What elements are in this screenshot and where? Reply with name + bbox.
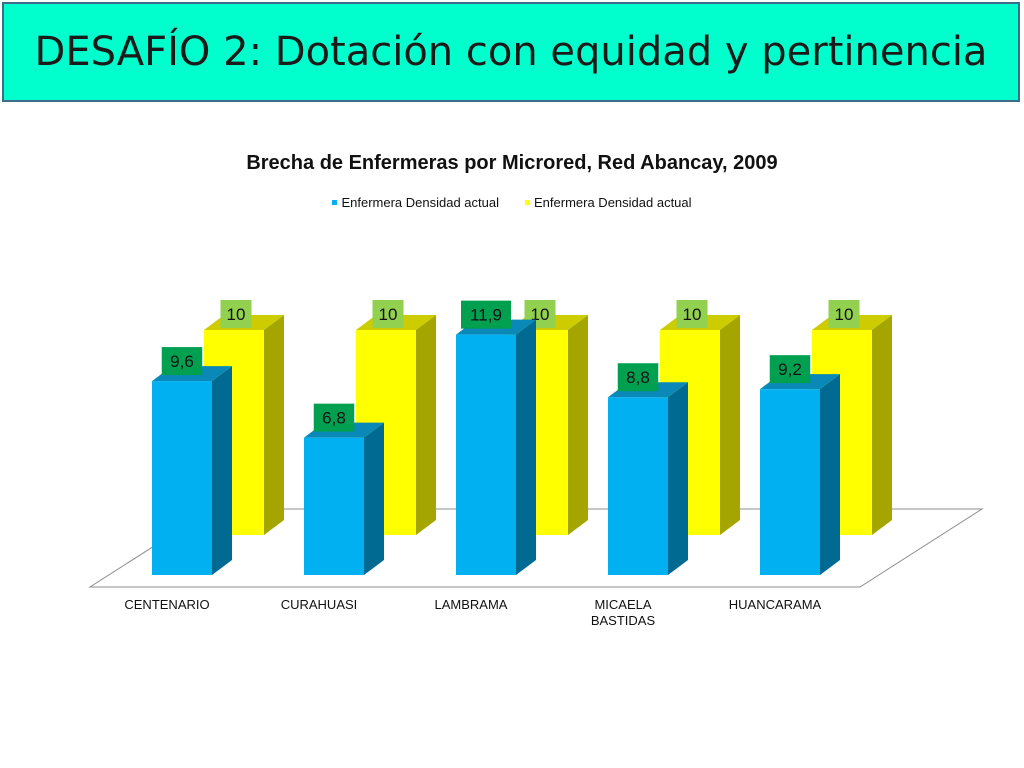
- value-label-series1-2-bg: [461, 300, 511, 329]
- bar-series1-0: [152, 381, 212, 575]
- value-label-series1-2: 11,9: [470, 306, 502, 325]
- slide-title-banner: DESAFÍO 2: Dotación con equidad y pertin…: [2, 2, 1020, 102]
- bar-series2-0-side: [264, 315, 284, 535]
- chart-title: Brecha de Enfermeras por Microred, Red A…: [246, 152, 778, 174]
- legend-label-series-1: Enfermera Densidad actual: [341, 195, 499, 210]
- bar-series1-2: [456, 334, 516, 575]
- bar-series1-2-side: [516, 319, 536, 575]
- value-label-series1-1-bg: [313, 403, 355, 432]
- value-label-series2-1: 10: [379, 305, 398, 324]
- value-label-series2-2: 10: [531, 305, 550, 324]
- bar-series2-1-side: [416, 315, 436, 535]
- bar-series1-1: [304, 437, 364, 575]
- category-label-2: LAMBRAMA: [435, 597, 508, 612]
- bar-series2-3-side: [720, 315, 740, 535]
- legend-swatch-series-1: [332, 200, 338, 205]
- value-label-series2-3-bg: [676, 300, 708, 328]
- category-label-3-1: BASTIDAS: [591, 613, 656, 628]
- value-label-series1-0-bg: [161, 347, 203, 376]
- value-label-series1-3-bg: [617, 363, 659, 392]
- category-label-4: HUANCARAMA: [729, 597, 822, 612]
- value-label-series2-4: 10: [835, 305, 854, 324]
- value-label-series1-1: 6,8: [322, 409, 346, 428]
- category-label-0: CENTENARIO: [124, 597, 209, 612]
- value-label-series1-3: 8,8: [626, 368, 650, 387]
- bar-series1-3-side: [668, 382, 688, 575]
- value-label-series2-4-bg: [828, 300, 860, 328]
- value-label-series2-1-bg: [372, 300, 404, 328]
- value-label-series1-0: 9,6: [170, 352, 194, 371]
- value-label-series2-3: 10: [683, 305, 702, 324]
- legend-swatch-series-2: [525, 200, 530, 205]
- bar-series1-0-side: [212, 366, 232, 575]
- bar-series2-4-side: [872, 315, 892, 535]
- bar-series1-4: [760, 389, 820, 575]
- bar-series2-2-side: [568, 315, 588, 535]
- bar-series1-1-side: [364, 422, 384, 575]
- bar-series1-3: [608, 397, 668, 575]
- slide-title: DESAFÍO 2: Dotación con equidad y pertin…: [34, 29, 988, 75]
- legend-item-series-1: Enfermera Densidad actual: [332, 195, 499, 210]
- category-label-3-0: MICAELA: [594, 597, 651, 612]
- chart-legend: Enfermera Densidad actual Enfermera Dens…: [0, 195, 1024, 210]
- value-label-series1-4: 9,2: [778, 360, 802, 379]
- value-label-series1-4-bg: [769, 355, 811, 384]
- legend-label-series-2: Enfermera Densidad actual: [534, 195, 692, 210]
- category-label-1: CURAHUASI: [281, 597, 358, 612]
- value-label-series2-0-bg: [220, 300, 252, 328]
- value-label-series2-0: 10: [227, 305, 246, 324]
- bar-series1-4-side: [820, 374, 840, 575]
- legend-item-series-2: Enfermera Densidad actual: [525, 195, 692, 210]
